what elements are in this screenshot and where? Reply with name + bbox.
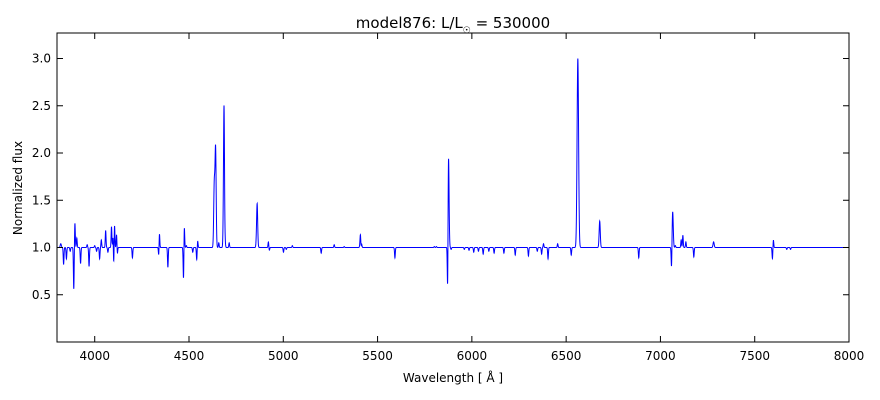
y-tick-label: 3.0 bbox=[32, 52, 51, 66]
plot-frame bbox=[56, 32, 850, 343]
y-axis: 0.5 1.0 1.5 2.0 2.5 3.0 bbox=[32, 52, 849, 302]
y-axis-label: Normalized flux bbox=[11, 141, 25, 235]
flux-series-line bbox=[57, 58, 849, 289]
y-tick-label: 0.5 bbox=[32, 288, 51, 302]
x-tick-label: 5500 bbox=[362, 349, 393, 363]
y-tick-label: 2.5 bbox=[32, 99, 51, 113]
chart-title-main: model876: L/L bbox=[356, 14, 464, 32]
x-tick-label: 6500 bbox=[551, 349, 582, 363]
chart-title-suffix: = 530000 bbox=[471, 14, 550, 32]
x-tick-label: 5000 bbox=[268, 349, 299, 363]
x-tick-label: 6000 bbox=[457, 349, 488, 363]
y-tick-label: 1.0 bbox=[32, 241, 51, 255]
x-axis-label: Wavelength [ Å ] bbox=[403, 370, 503, 385]
x-axis: 4000 4500 5000 5500 6000 6500 7000 7500 8000 bbox=[79, 33, 864, 363]
x-tick-label: 8000 bbox=[834, 349, 865, 363]
x-tick-label: 7000 bbox=[645, 349, 676, 363]
y-tick-label: 2.0 bbox=[32, 146, 51, 160]
x-tick-label: 4000 bbox=[79, 349, 110, 363]
x-tick-label: 7500 bbox=[739, 349, 770, 363]
x-tick-label: 4500 bbox=[174, 349, 205, 363]
chart-title: model876: L/L☉ = 530000 bbox=[356, 14, 550, 36]
chart-title-subscript: ☉ bbox=[463, 26, 471, 36]
y-tick-label: 1.5 bbox=[32, 193, 51, 207]
